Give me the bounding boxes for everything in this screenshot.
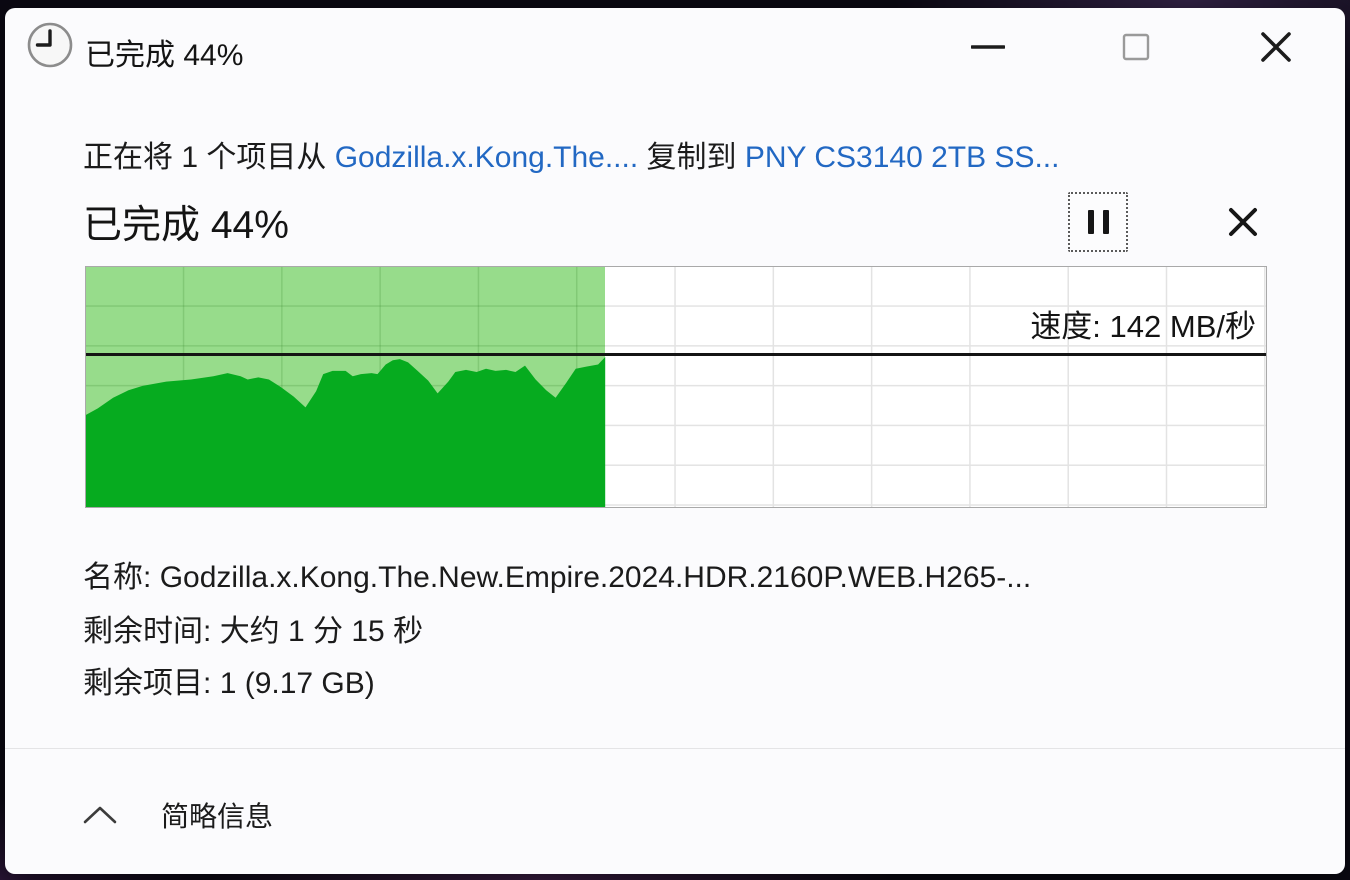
time-value: 大约 1 分 15 秒 bbox=[219, 615, 424, 648]
fewer-details-toggle[interactable]: 简略信息 bbox=[83, 788, 273, 842]
cancel-copy-button[interactable] bbox=[1219, 198, 1267, 246]
clock-icon bbox=[26, 21, 74, 74]
footer-divider bbox=[5, 748, 1345, 749]
pause-button[interactable] bbox=[1068, 192, 1128, 252]
chevron-up-icon bbox=[83, 806, 117, 824]
close-icon bbox=[1261, 32, 1291, 62]
speed-chart: 速度: 142 MB/秒 bbox=[85, 266, 1267, 508]
titlebar[interactable]: 已完成 44% bbox=[5, 8, 1345, 94]
speed-label: 速度: 142 MB/秒 bbox=[1030, 308, 1256, 344]
destination-link[interactable]: PNY CS3140 2TB SS... bbox=[744, 141, 1060, 174]
current-speed-line bbox=[86, 353, 1266, 357]
name-value: Godzilla.x.Kong.The.New.Empire.2024.HDR.… bbox=[159, 561, 1032, 594]
items-remaining-row: 剩余项目: 1 (9.17 GB) bbox=[83, 658, 375, 702]
copy-middle-text: 复制到 bbox=[638, 141, 745, 174]
items-value: 1 (9.17 GB) bbox=[219, 667, 375, 700]
speed-curve-area bbox=[86, 357, 606, 507]
source-link[interactable]: Godzilla.x.Kong.The.... bbox=[334, 141, 639, 174]
copy-prefix-text: 正在将 1 个项目从 bbox=[83, 141, 335, 174]
minimize-icon bbox=[971, 45, 1005, 49]
window-close-button[interactable] bbox=[1243, 22, 1309, 72]
maximize-button[interactable] bbox=[1103, 22, 1169, 72]
copy-dialog-window: 已完成 44% 正在将 1 个项目从 Godzilla.x.Kong.The..… bbox=[5, 8, 1345, 874]
cancel-icon bbox=[1229, 208, 1257, 236]
maximize-icon bbox=[1122, 33, 1150, 61]
file-name-row: 名称: Godzilla.x.Kong.The.New.Empire.2024.… bbox=[83, 552, 1031, 596]
fewer-details-label: 简略信息 bbox=[161, 801, 274, 832]
window-title: 已完成 44% bbox=[85, 39, 244, 72]
items-label: 剩余项目: bbox=[83, 667, 212, 700]
time-label: 剩余时间: bbox=[83, 615, 212, 648]
progress-heading: 已完成 44% bbox=[83, 204, 289, 247]
minimize-button[interactable] bbox=[955, 22, 1021, 72]
time-remaining-row: 剩余时间: 大约 1 分 15 秒 bbox=[83, 606, 423, 650]
copy-description: 正在将 1 个项目从 Godzilla.x.Kong.The.... 复制到 P… bbox=[83, 132, 1059, 176]
name-label: 名称: bbox=[83, 561, 152, 594]
pause-icon bbox=[1102, 210, 1109, 234]
pause-icon bbox=[1087, 210, 1094, 234]
